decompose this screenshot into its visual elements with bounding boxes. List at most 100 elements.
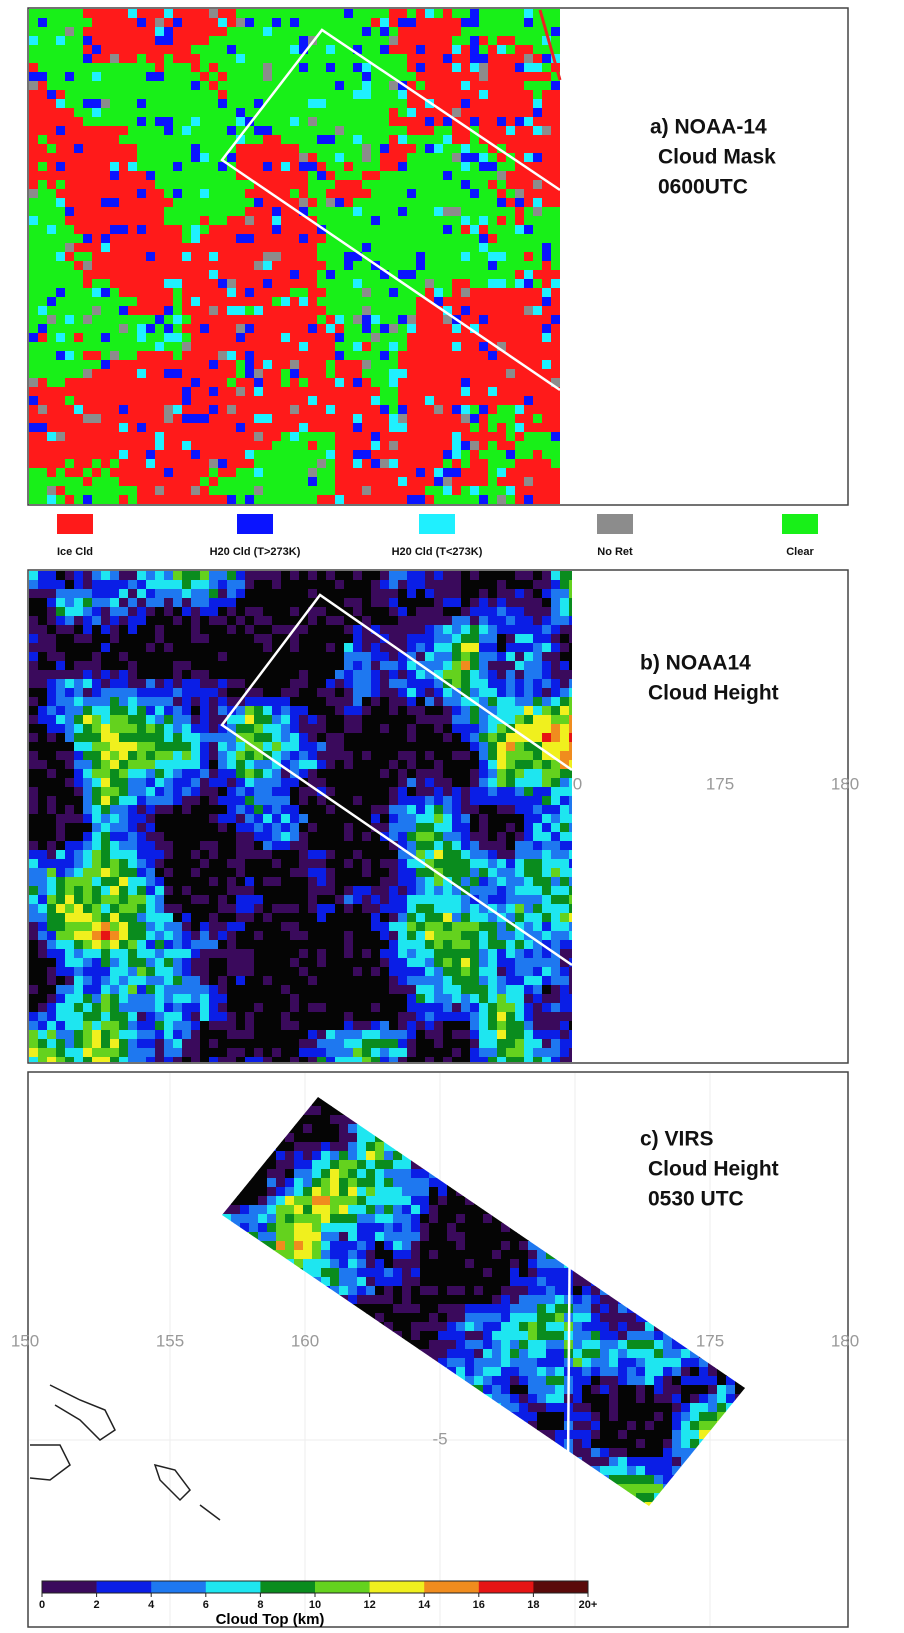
- image-pixel: [497, 36, 507, 46]
- image-pixel: [452, 571, 462, 581]
- image-pixel: [56, 724, 66, 734]
- image-pixel: [551, 679, 561, 689]
- image-pixel: [506, 477, 516, 487]
- image-pixel: [317, 477, 327, 487]
- image-pixel: [461, 261, 471, 271]
- image-pixel: [272, 742, 282, 752]
- image-pixel: [236, 63, 246, 73]
- image-pixel: [425, 652, 435, 662]
- image-pixel: [164, 607, 174, 617]
- image-pixel: [515, 234, 525, 244]
- image-pixel: [236, 580, 246, 590]
- image-pixel: [200, 18, 210, 28]
- image-pixel: [173, 495, 183, 505]
- image-pixel: [398, 45, 408, 55]
- image-pixel: [155, 99, 165, 109]
- image-pixel: [497, 135, 507, 145]
- image-pixel: [326, 396, 336, 406]
- image-pixel: [389, 405, 399, 415]
- image-pixel: [290, 571, 300, 581]
- image-pixel: [146, 625, 156, 635]
- image-pixel: [128, 333, 138, 343]
- image-pixel: [371, 279, 381, 289]
- image-pixel: [101, 787, 111, 797]
- image-pixel: [479, 117, 489, 127]
- image-pixel: [344, 387, 354, 397]
- image-pixel: [425, 234, 435, 244]
- image-pixel: [524, 288, 534, 298]
- image-pixel: [452, 216, 462, 226]
- image-pixel: [155, 697, 165, 707]
- image-pixel: [362, 670, 372, 680]
- image-pixel: [236, 99, 246, 109]
- image-pixel: [56, 751, 66, 761]
- image-pixel: [326, 441, 336, 451]
- image-pixel: [308, 432, 318, 442]
- image-pixel: [164, 625, 174, 635]
- image-pixel: [254, 270, 264, 280]
- image-pixel: [542, 661, 552, 671]
- image-pixel: [101, 733, 111, 743]
- image-pixel: [74, 36, 84, 46]
- image-pixel: [200, 126, 210, 136]
- image-pixel: [182, 805, 192, 815]
- image-pixel: [146, 423, 156, 433]
- image-pixel: [74, 670, 84, 680]
- image-pixel: [551, 477, 561, 487]
- image-pixel: [326, 315, 336, 325]
- image-pixel: [155, 63, 165, 73]
- image-pixel: [146, 216, 156, 226]
- image-pixel: [335, 126, 345, 136]
- image-pixel: [434, 27, 444, 37]
- image-pixel: [200, 162, 210, 172]
- image-pixel: [425, 9, 435, 19]
- image-pixel: [533, 207, 543, 217]
- image-pixel: [281, 108, 291, 118]
- image-pixel: [56, 360, 66, 370]
- image-pixel: [452, 414, 462, 424]
- image-pixel: [173, 189, 183, 199]
- image-pixel: [425, 459, 435, 469]
- image-pixel: [227, 634, 237, 644]
- image-pixel: [443, 36, 453, 46]
- image-pixel: [299, 306, 309, 316]
- image-pixel: [119, 724, 129, 734]
- image-pixel: [83, 45, 93, 55]
- image-pixel: [488, 423, 498, 433]
- image-pixel: [290, 126, 300, 136]
- image-pixel: [353, 162, 363, 172]
- image-pixel: [236, 378, 246, 388]
- image-pixel: [155, 135, 165, 145]
- image-pixel: [452, 306, 462, 316]
- image-pixel: [74, 369, 84, 379]
- image-pixel: [335, 162, 345, 172]
- image-pixel: [164, 571, 174, 581]
- image-pixel: [470, 787, 480, 797]
- image-pixel: [515, 697, 525, 707]
- image-pixel: [56, 625, 66, 635]
- image-pixel: [533, 414, 543, 424]
- image-pixel: [236, 486, 246, 496]
- image-pixel: [389, 225, 399, 235]
- image-pixel: [146, 796, 156, 806]
- image-pixel: [290, 9, 300, 19]
- image-pixel: [326, 288, 336, 298]
- image-pixel: [371, 225, 381, 235]
- image-pixel: [146, 324, 156, 334]
- image-pixel: [308, 468, 318, 478]
- image-pixel: [74, 414, 84, 424]
- image-pixel: [362, 144, 372, 154]
- image-pixel: [263, 670, 273, 680]
- image-pixel: [551, 369, 561, 379]
- image-pixel: [74, 279, 84, 289]
- image-pixel: [308, 126, 318, 136]
- image-pixel: [281, 306, 291, 316]
- image-pixel: [74, 27, 84, 37]
- image-pixel: [425, 81, 435, 91]
- image-pixel: [443, 225, 453, 235]
- image-pixel: [398, 225, 408, 235]
- image-pixel: [29, 216, 39, 226]
- image-pixel: [209, 724, 219, 734]
- image-pixel: [281, 706, 291, 716]
- image-pixel: [182, 670, 192, 680]
